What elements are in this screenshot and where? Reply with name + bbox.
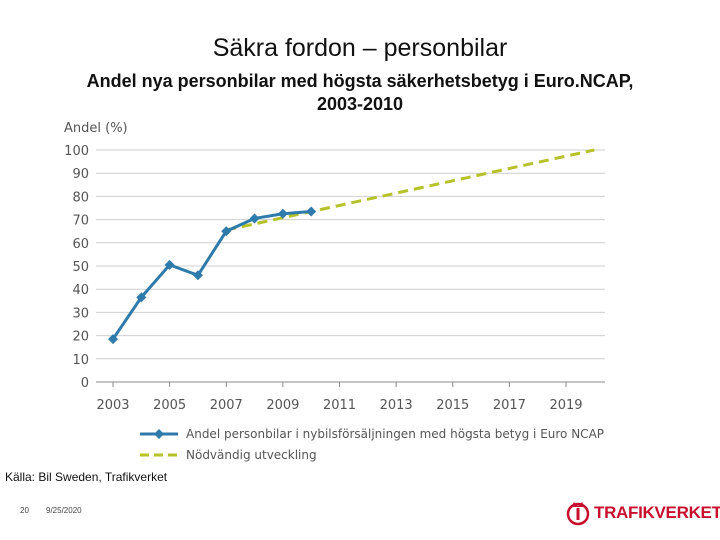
y-tick-label: 90 [72,167,89,182]
data-point [249,213,260,224]
page-number: 20 [20,506,29,515]
y-tick-label: 30 [72,306,89,321]
crown-emblem-icon [566,502,590,526]
y-tick-label: 70 [72,214,89,229]
series-line-andel [111,209,312,340]
legend-label: Andel personbilar i nybilsförsäljningen … [186,427,604,441]
x-tick-label: 2005 [153,398,186,413]
data-point [108,334,118,345]
grid-layer [96,149,605,387]
data-point [221,226,232,237]
x-tick-label: 2009 [266,398,299,413]
data-point [192,270,203,281]
y-tick-label: 80 [72,190,89,205]
tick-labels: 0 10 20 30 40 50 60 70 80 90 100 2003 2005 2007 2009 20… [64,144,582,413]
data-point [136,292,147,303]
x-tick-label: 2007 [210,398,243,413]
y-tick-label: 20 [72,330,89,345]
y-axis-label: Andel (%) [64,121,128,136]
data-point [164,259,175,270]
legend: Andel personbilar i nybilsförsäljningen … [140,427,604,462]
x-tick-label: 2011 [323,398,356,413]
x-tick-label: 2015 [436,398,469,413]
x-tick-label: 2019 [549,398,582,413]
series-line-nodvandig [225,148,595,232]
trafikverket-logo: TRAFIKVERKET [566,494,720,534]
data-point [277,208,288,219]
y-tick-label: 60 [72,237,89,252]
logo-text: TRAFIKVERKET [594,503,720,522]
x-tick-label: 2013 [380,398,413,413]
y-tick-label: 50 [72,260,89,275]
x-tick-label: 2003 [96,398,129,413]
series-layer [108,148,595,345]
y-tick-label: 100 [64,144,89,159]
y-tick-label: 40 [72,283,89,298]
line-chart: 0 10 20 30 40 50 60 70 80 90 100 2003 2005 2007 2009 20… [64,121,605,462]
legend-marker [154,429,164,439]
footer-date: 9/25/2020 [46,506,82,515]
y-tick-label: 0 [81,376,89,391]
slide-title: Säkra fordon – personbilar [212,34,508,62]
data-point [306,206,317,217]
x-tick-label: 2017 [493,398,526,413]
legend-label: Nödvändig utveckling [186,448,317,462]
slide-subtitle: Andel nya personbilar med högsta säkerhe… [86,71,634,114]
source-note: Källa: Bil Sweden, Trafikverket [5,470,168,484]
y-tick-label: 10 [72,353,89,368]
